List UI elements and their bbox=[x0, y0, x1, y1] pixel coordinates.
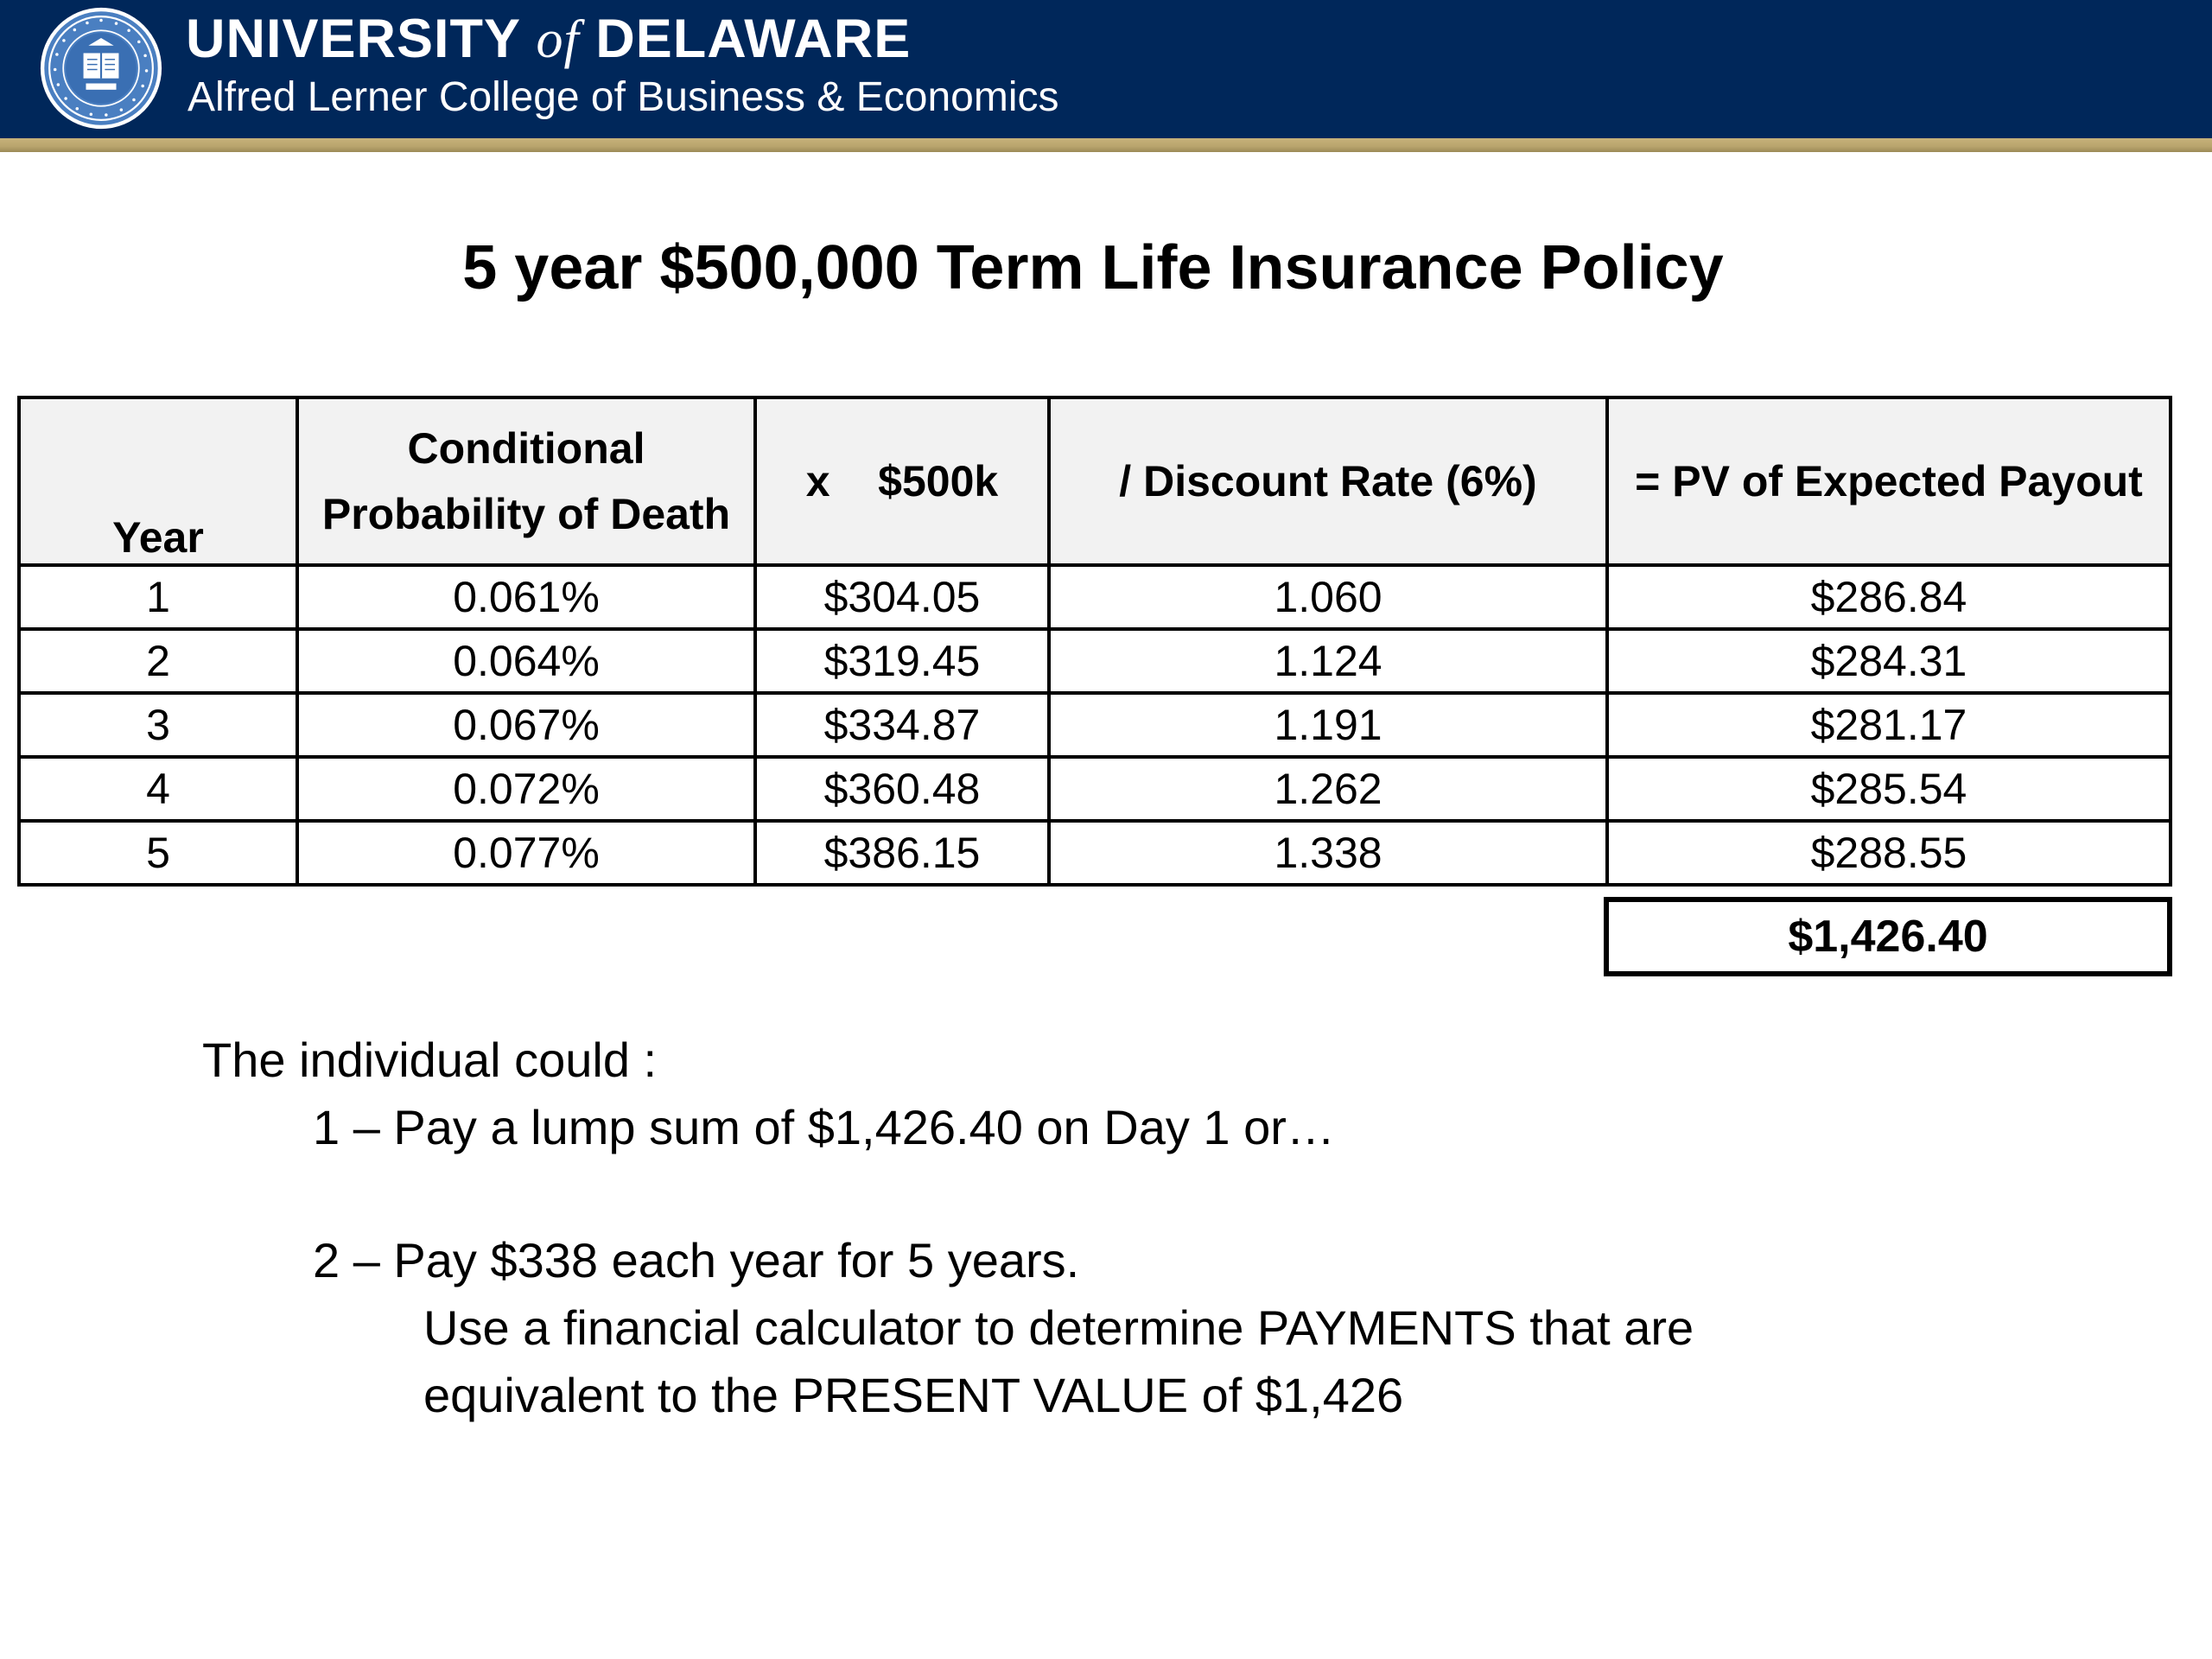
header-year: Year bbox=[17, 396, 299, 567]
cell-probability: 0.061% bbox=[296, 563, 757, 631]
header-pv-payout: = PV of Expected Payout bbox=[1605, 396, 2172, 567]
header-gold-stripe bbox=[0, 138, 2212, 152]
intro-text: The individual could : bbox=[202, 1033, 658, 1087]
cell-year: 5 bbox=[17, 819, 299, 887]
calculator-note-line2: equivalent to the PRESENT VALUE of $1,42… bbox=[423, 1368, 1404, 1422]
cell-pv: $285.54 bbox=[1605, 755, 2172, 823]
table-row: 1 0.061% $304.05 1.060 $286.84 bbox=[17, 563, 2172, 631]
cell-discount-rate: 1.191 bbox=[1047, 691, 1609, 759]
header-payout-multiplier: x $500k bbox=[753, 396, 1051, 567]
slide-title: 5 year $500,000 Term Life Insurance Poli… bbox=[462, 233, 1724, 302]
cell-pv: $286.84 bbox=[1605, 563, 2172, 631]
college-name: Alfred Lerner College of Business & Econ… bbox=[188, 74, 1059, 120]
table-row: 4 0.072% $360.48 1.262 $285.54 bbox=[17, 755, 2172, 823]
header-probability-line1: Conditional bbox=[407, 424, 645, 473]
policy-table-container: Year Conditional Probability of Death x … bbox=[17, 396, 2172, 887]
cell-discount-rate: 1.060 bbox=[1047, 563, 1609, 631]
cell-year: 4 bbox=[17, 755, 299, 823]
table-row: 2 0.064% $319.45 1.124 $284.31 bbox=[17, 627, 2172, 695]
cell-amount: $334.87 bbox=[753, 691, 1051, 759]
cell-pv: $284.31 bbox=[1605, 627, 2172, 695]
cell-year: 2 bbox=[17, 627, 299, 695]
cell-probability: 0.072% bbox=[296, 755, 757, 823]
cell-year: 3 bbox=[17, 691, 299, 759]
calculator-note-line1: Use a financial calculator to determine … bbox=[423, 1300, 1694, 1355]
university-seal-icon bbox=[40, 7, 162, 130]
cell-probability: 0.077% bbox=[296, 819, 757, 887]
cell-discount-rate: 1.338 bbox=[1047, 819, 1609, 887]
cell-discount-rate: 1.262 bbox=[1047, 755, 1609, 823]
cell-year: 1 bbox=[17, 563, 299, 631]
policy-table: Year Conditional Probability of Death x … bbox=[17, 396, 2172, 887]
option-2-text: 2 – Pay $338 each year for 5 years. bbox=[313, 1233, 1080, 1287]
cell-discount-rate: 1.124 bbox=[1047, 627, 1609, 695]
pv-total: $1,426.40 bbox=[1604, 897, 2172, 976]
cell-probability: 0.067% bbox=[296, 691, 757, 759]
cell-probability: 0.064% bbox=[296, 627, 757, 695]
table-row: 5 0.077% $386.15 1.338 $288.55 bbox=[17, 819, 2172, 887]
cell-pv: $288.55 bbox=[1605, 819, 2172, 887]
header-probability: Conditional Probability of Death bbox=[296, 396, 757, 567]
cell-amount: $319.45 bbox=[753, 627, 1051, 695]
option-1-text: 1 – Pay a lump sum of $1,426.40 on Day 1… bbox=[313, 1100, 1335, 1154]
cell-amount: $304.05 bbox=[753, 563, 1051, 631]
cell-amount: $360.48 bbox=[753, 755, 1051, 823]
table-header-row: Year Conditional Probability of Death x … bbox=[17, 396, 2172, 567]
cell-amount: $386.15 bbox=[753, 819, 1051, 887]
cell-pv: $281.17 bbox=[1605, 691, 2172, 759]
header-discount-rate: / Discount Rate (6%) bbox=[1047, 396, 1609, 567]
header-probability-line2: Probability of Death bbox=[321, 490, 731, 538]
table-row: 3 0.067% $334.87 1.191 $281.17 bbox=[17, 691, 2172, 759]
university-name: UNIVERSITY of DELAWARE bbox=[186, 9, 912, 69]
header-banner: UNIVERSITY of DELAWARE Alfred Lerner Col… bbox=[0, 0, 2212, 138]
